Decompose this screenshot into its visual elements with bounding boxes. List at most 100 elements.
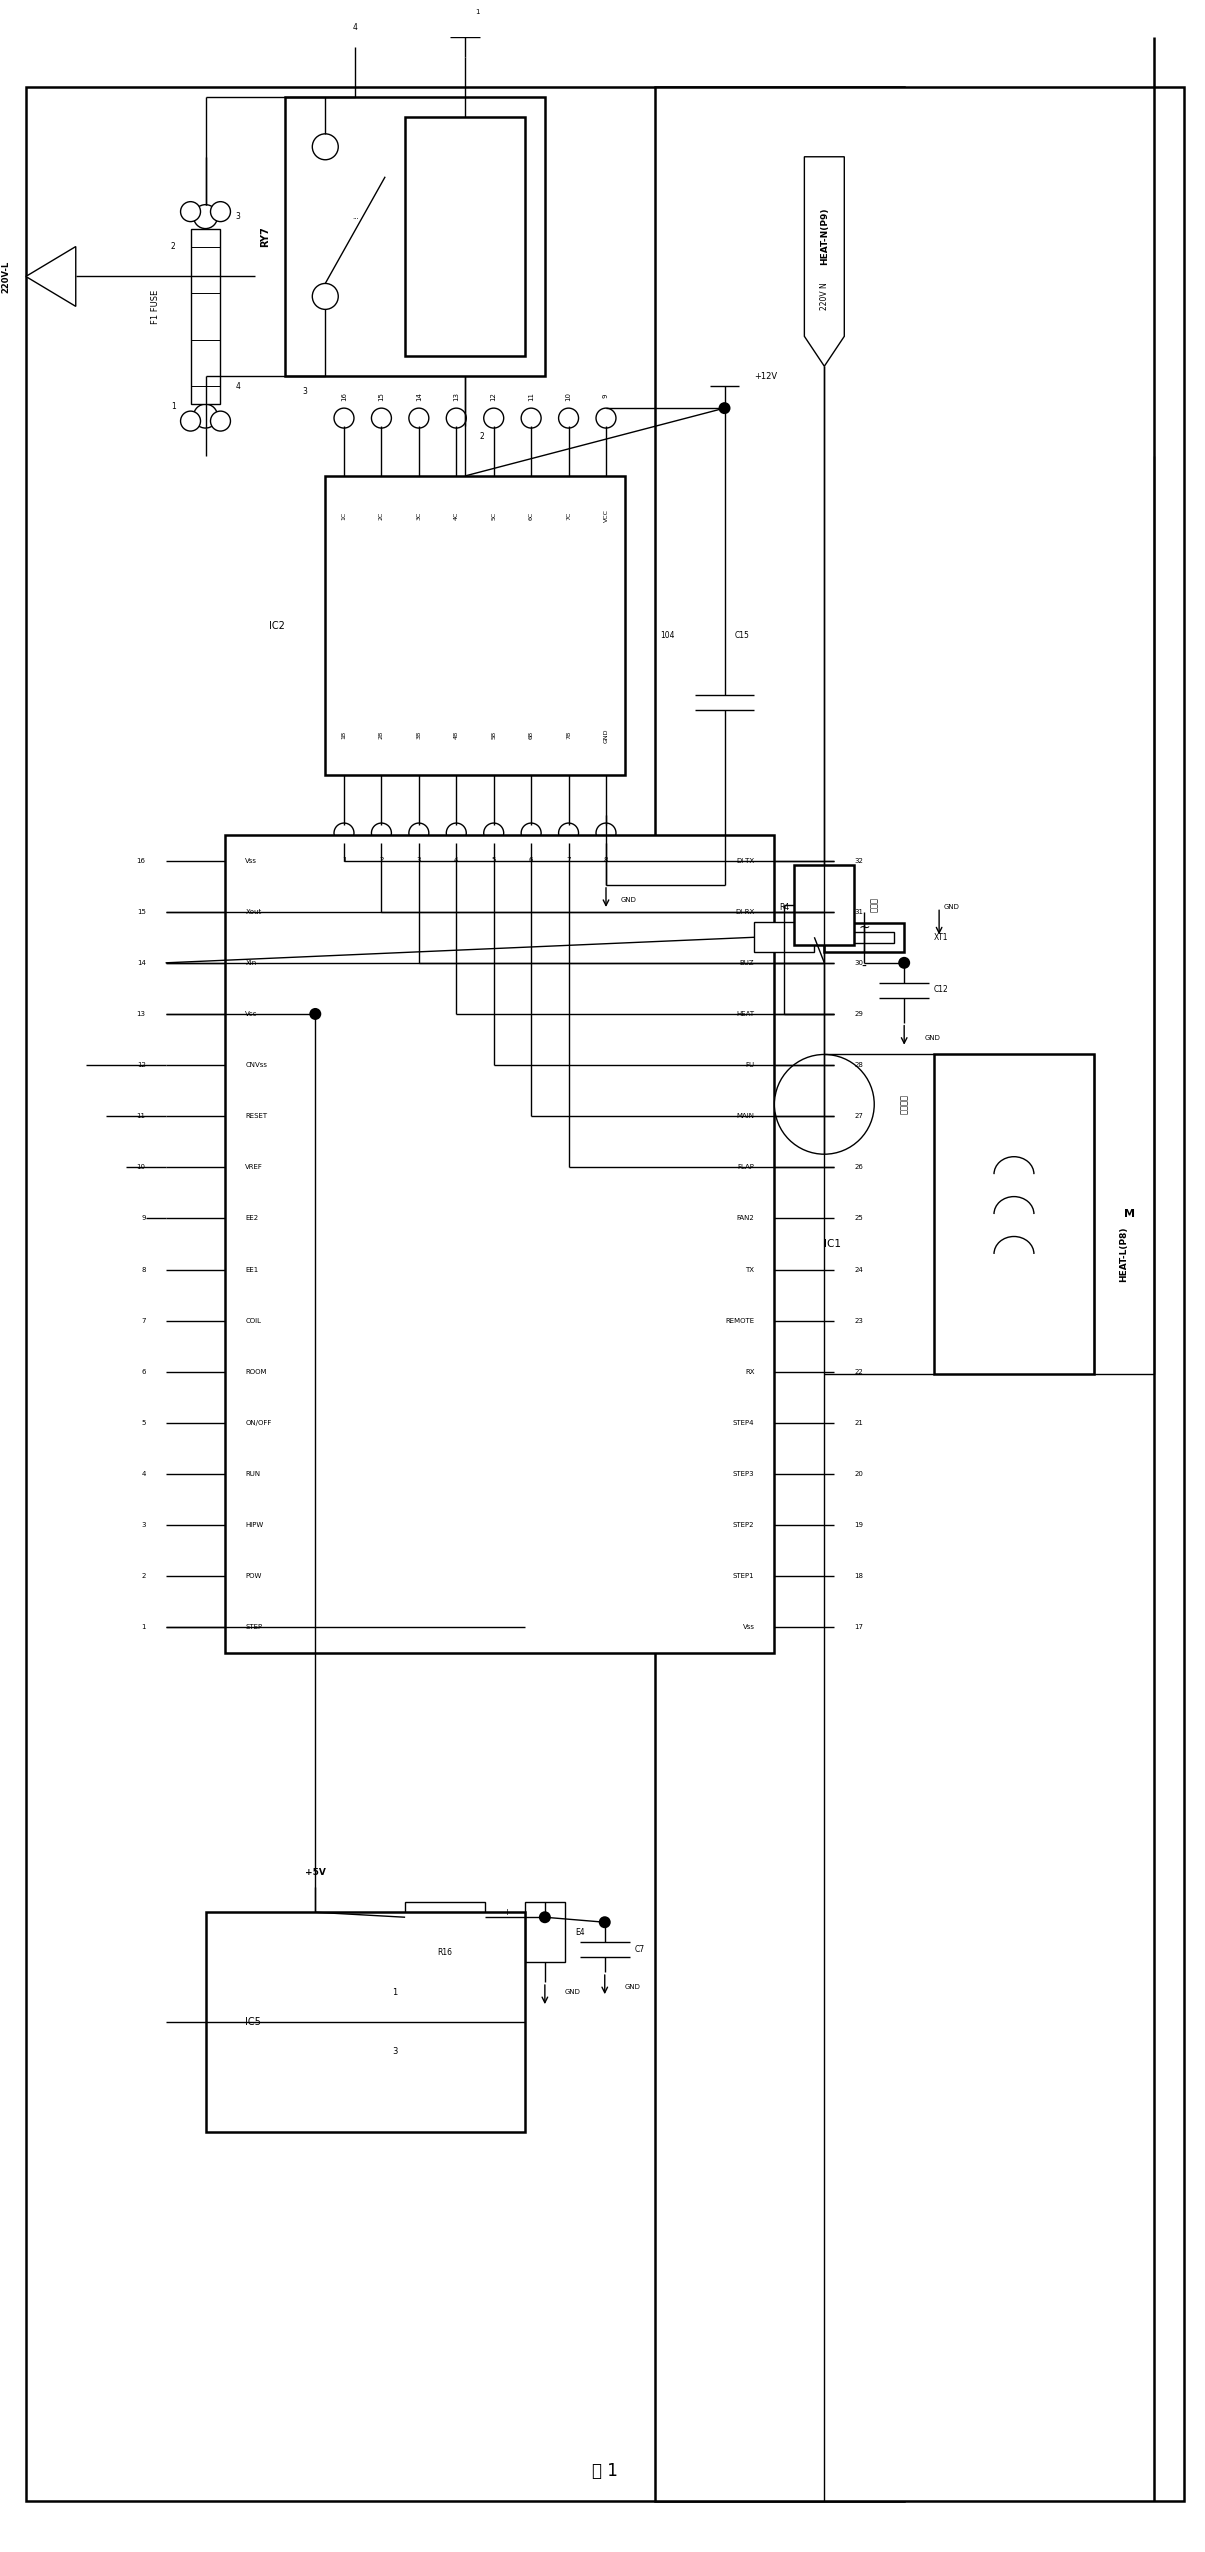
Text: BUZ: BUZ <box>740 960 754 965</box>
Circle shape <box>371 408 392 429</box>
Text: 18: 18 <box>854 1572 863 1580</box>
Text: 19: 19 <box>854 1521 863 1529</box>
Text: GND: GND <box>565 1988 581 1996</box>
Text: STEP: STEP <box>246 1626 263 1631</box>
Text: 20: 20 <box>854 1470 863 1478</box>
Text: 14: 14 <box>416 390 422 401</box>
Text: HEAT-L(P8): HEAT-L(P8) <box>1119 1225 1128 1281</box>
Text: REMOTE: REMOTE <box>725 1317 754 1324</box>
Text: 10: 10 <box>565 390 571 401</box>
Text: 3B: 3B <box>417 732 422 740</box>
Text: STEP3: STEP3 <box>733 1470 754 1478</box>
Bar <box>405 1901 484 1932</box>
Text: 11: 11 <box>136 1113 146 1120</box>
Bar <box>754 921 815 952</box>
Text: 10: 10 <box>136 1164 146 1171</box>
Bar <box>654 87 1183 2501</box>
Text: STEP1: STEP1 <box>733 1572 754 1580</box>
Text: 25: 25 <box>854 1215 863 1222</box>
Text: 15: 15 <box>378 390 384 401</box>
Circle shape <box>521 824 541 842</box>
Circle shape <box>521 408 541 429</box>
Text: C15: C15 <box>735 630 750 641</box>
Text: 2: 2 <box>380 857 383 863</box>
Text: 27: 27 <box>854 1113 863 1120</box>
Text: 5B: 5B <box>492 732 496 740</box>
Text: RUN: RUN <box>246 1470 260 1478</box>
Text: HEAT: HEAT <box>736 1011 754 1016</box>
Circle shape <box>599 1917 611 1929</box>
Text: 16: 16 <box>341 390 347 401</box>
Text: 8: 8 <box>604 857 609 863</box>
Text: 2C: 2C <box>378 510 384 521</box>
Text: IC5: IC5 <box>246 2016 261 2026</box>
Text: HIPW: HIPW <box>246 1521 264 1529</box>
Circle shape <box>559 408 578 429</box>
Bar <box>225 835 775 1654</box>
Text: MAIN: MAIN <box>736 1113 754 1120</box>
Text: RESET: RESET <box>246 1113 268 1120</box>
Text: 15: 15 <box>136 909 146 914</box>
Circle shape <box>483 824 504 842</box>
Text: 2: 2 <box>141 1572 146 1580</box>
Text: 24: 24 <box>854 1266 863 1273</box>
Text: 12: 12 <box>490 390 496 401</box>
Bar <box>934 1054 1094 1373</box>
Text: 220V N: 220V N <box>819 283 829 311</box>
Text: 30: 30 <box>854 960 863 965</box>
Text: VREF: VREF <box>246 1164 264 1171</box>
Text: Xout: Xout <box>246 909 261 914</box>
Text: C12: C12 <box>934 985 948 995</box>
Text: STEP4: STEP4 <box>733 1419 754 1427</box>
Text: Vss: Vss <box>742 1626 754 1631</box>
Circle shape <box>446 408 466 429</box>
Circle shape <box>539 1911 551 1924</box>
Circle shape <box>559 824 578 842</box>
Circle shape <box>194 403 217 429</box>
Text: IC1: IC1 <box>824 1238 841 1248</box>
Circle shape <box>718 878 730 891</box>
Text: GND: GND <box>924 1034 940 1041</box>
Text: 28: 28 <box>854 1062 863 1069</box>
Text: ON/OFF: ON/OFF <box>246 1419 272 1427</box>
Text: 4: 4 <box>353 23 358 31</box>
Text: DI-RX: DI-RX <box>735 909 754 914</box>
Polygon shape <box>25 248 76 306</box>
Text: 4B: 4B <box>454 732 459 740</box>
Text: 3: 3 <box>302 388 307 396</box>
Text: 1: 1 <box>342 857 346 863</box>
Text: RX: RX <box>745 1368 754 1376</box>
Text: 21: 21 <box>854 1419 863 1427</box>
Text: GND: GND <box>621 896 637 903</box>
Text: 熔断器: 熔断器 <box>870 898 878 914</box>
Text: DI-TX: DI-TX <box>736 857 754 863</box>
Circle shape <box>408 824 429 842</box>
Text: COIL: COIL <box>246 1317 261 1324</box>
Text: ~: ~ <box>858 921 870 934</box>
Text: RY7: RY7 <box>260 227 270 248</box>
Bar <box>286 97 545 375</box>
Text: 7: 7 <box>141 1317 146 1324</box>
Text: CNVss: CNVss <box>246 1062 268 1069</box>
Text: 6: 6 <box>141 1368 146 1376</box>
Text: 6B: 6B <box>529 732 534 740</box>
Text: 7: 7 <box>566 857 571 863</box>
Bar <box>405 117 525 357</box>
Text: 3: 3 <box>141 1521 146 1529</box>
Text: 220V-L: 220V-L <box>1 260 11 293</box>
Text: 2B: 2B <box>378 732 384 740</box>
Text: 1: 1 <box>171 401 176 411</box>
Text: 5: 5 <box>141 1419 146 1427</box>
Text: R4: R4 <box>780 903 789 911</box>
Bar <box>325 477 624 776</box>
Text: F1 FUSE: F1 FUSE <box>151 288 160 324</box>
Text: R16: R16 <box>437 1947 453 1957</box>
Text: 11: 11 <box>528 390 534 401</box>
Bar <box>525 1901 565 1962</box>
Text: 7C: 7C <box>566 510 571 521</box>
Text: +12V: +12V <box>754 373 777 380</box>
Text: STEP2: STEP2 <box>733 1521 754 1529</box>
Circle shape <box>312 283 339 309</box>
Circle shape <box>775 1054 875 1154</box>
Text: 31: 31 <box>854 909 863 914</box>
